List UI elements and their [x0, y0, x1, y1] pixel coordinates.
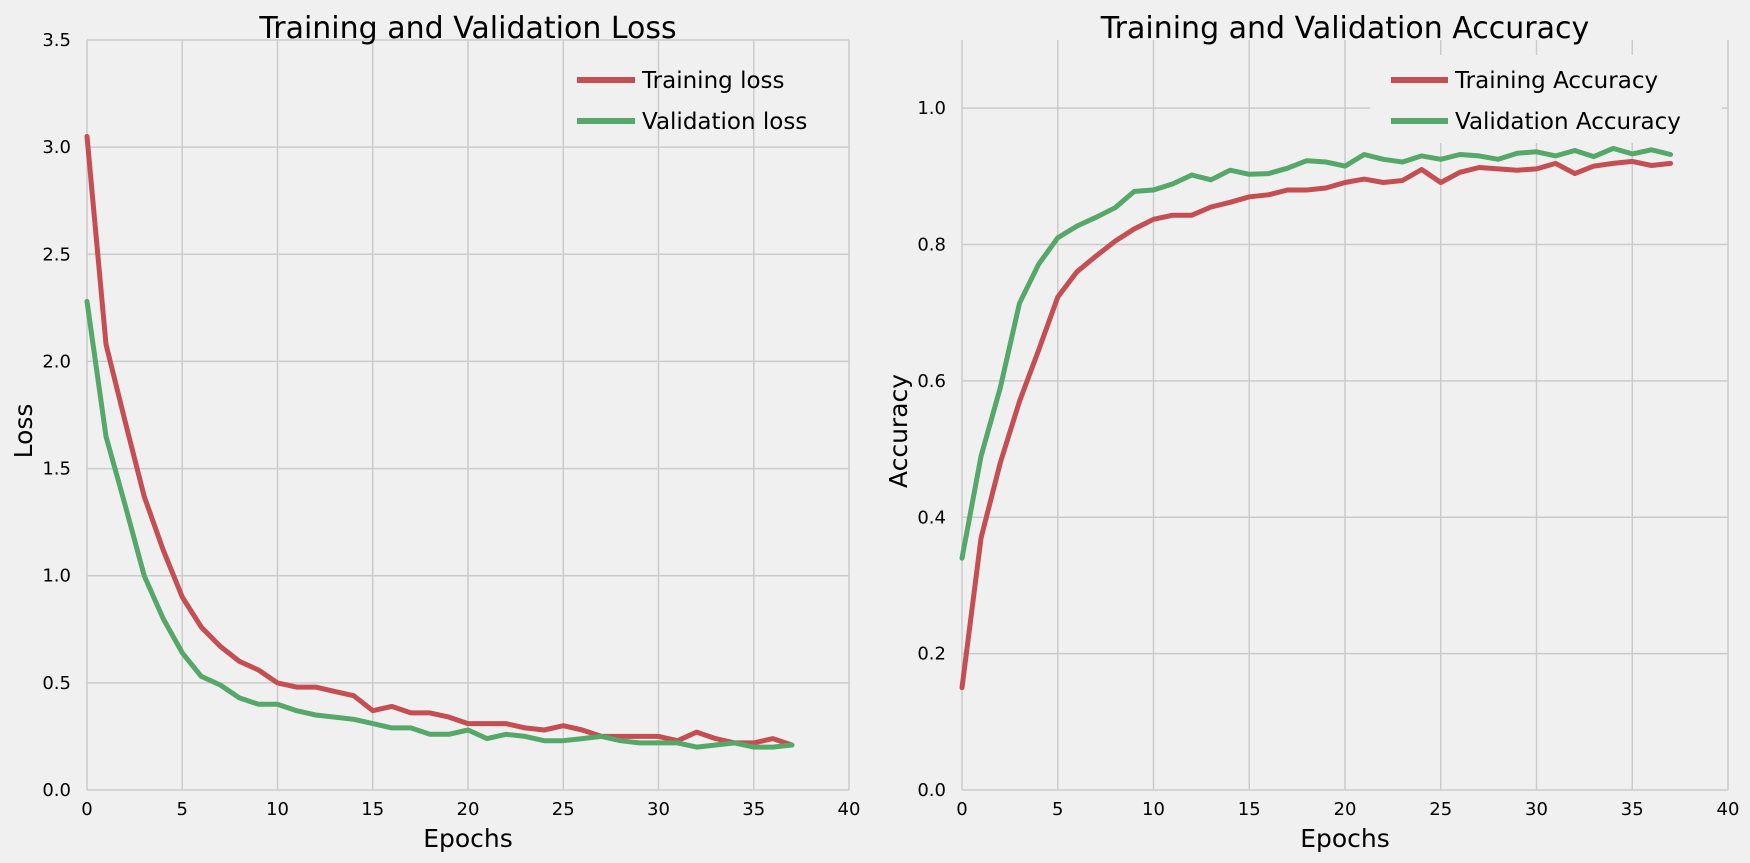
- accuracy-x-axis-label: Epochs: [1300, 824, 1390, 853]
- loss-x-tick-label: 30: [647, 799, 670, 820]
- series-line-training-loss: [84, 133, 795, 748]
- loss-y-tick-label: 2.0: [42, 351, 71, 372]
- accuracy-series: [959, 145, 1674, 691]
- series-line-validation-accuracy: [959, 145, 1674, 561]
- loss-x-tick-label: 0: [81, 799, 92, 820]
- accuracy-grid: [961, 40, 1729, 791]
- accuracy-y-tick-label: 1.0: [917, 98, 946, 119]
- accuracy-legend: Training Accuracy Validation Accuracy: [1391, 68, 1681, 135]
- loss-grid: [86, 39, 850, 791]
- accuracy-x-tick-label: 40: [1717, 799, 1740, 820]
- loss-legend: Training loss Validation loss: [577, 68, 807, 135]
- loss-chart: 0 5 10 15 20 25 30 35 40 0.0 0.5 1.0 1.5 2.0 2.5 3.0 3.5…: [9, 11, 860, 853]
- accuracy-y-tick-label: 0.8: [917, 235, 946, 256]
- loss-y-tick-label: 0.5: [42, 673, 71, 694]
- accuracy-x-tick-label: 0: [956, 799, 967, 820]
- legend-label-validation-accuracy: Validation Accuracy: [1455, 109, 1681, 135]
- series-line-validation-loss: [84, 298, 795, 750]
- accuracy-chart: 0 5 10 15 20 25 30 35 40 0.0 0.2 0.4 0.6 0.8 1.0 Train…: [884, 11, 1739, 853]
- loss-x-tick-label: 25: [552, 799, 575, 820]
- accuracy-ticks: 0 5 10 15 20 25 30 35 40 0.0 0.2 0.4 0.6 0.8 1.0: [917, 98, 1739, 820]
- series-line-training-accuracy: [959, 158, 1674, 691]
- loss-y-tick-label: 3.5: [42, 30, 71, 51]
- legend-label-training-loss: Training loss: [641, 68, 785, 94]
- accuracy-x-tick-label: 25: [1429, 799, 1452, 820]
- loss-y-tick-label: 2.5: [42, 244, 71, 265]
- loss-y-axis-label: Loss: [9, 404, 38, 459]
- loss-y-tick-label: 1.5: [42, 459, 71, 480]
- loss-y-tick-label: 0.0: [42, 780, 71, 801]
- accuracy-y-tick-label: 0.4: [917, 507, 946, 528]
- legend-label-validation-loss: Validation loss: [642, 109, 807, 135]
- legend-label-training-accuracy: Training Accuracy: [1454, 68, 1658, 94]
- loss-chart-title: Training and Validation Loss: [258, 11, 676, 46]
- accuracy-x-tick-label: 15: [1238, 799, 1261, 820]
- loss-x-tick-label: 10: [266, 799, 289, 820]
- loss-x-tick-label: 40: [838, 799, 861, 820]
- accuracy-y-tick-label: 0.6: [917, 371, 946, 392]
- accuracy-chart-title: Training and Validation Accuracy: [1100, 11, 1590, 46]
- accuracy-y-tick-label: 0.0: [917, 780, 946, 801]
- loss-x-axis-label: Epochs: [423, 824, 513, 853]
- loss-ticks: 0 5 10 15 20 25 30 35 40 0.0 0.5 1.0 1.5 2.0 2.5 3.0 3.5: [42, 30, 860, 820]
- accuracy-legend-background: [1370, 55, 1722, 143]
- accuracy-y-tick-label: 0.2: [917, 644, 946, 665]
- loss-y-tick-label: 1.0: [42, 566, 71, 587]
- accuracy-x-tick-label: 30: [1525, 799, 1548, 820]
- loss-y-tick-label: 3.0: [42, 137, 71, 158]
- loss-x-tick-label: 5: [177, 799, 188, 820]
- loss-series: [84, 133, 795, 750]
- accuracy-x-tick-label: 20: [1334, 799, 1357, 820]
- loss-x-tick-label: 15: [361, 799, 384, 820]
- loss-x-tick-label: 35: [742, 799, 765, 820]
- loss-x-tick-label: 20: [457, 799, 480, 820]
- accuracy-y-axis-label: Accuracy: [884, 374, 913, 488]
- accuracy-x-tick-label: 10: [1142, 799, 1165, 820]
- accuracy-x-tick-label: 35: [1621, 799, 1644, 820]
- accuracy-x-tick-label: 5: [1052, 799, 1063, 820]
